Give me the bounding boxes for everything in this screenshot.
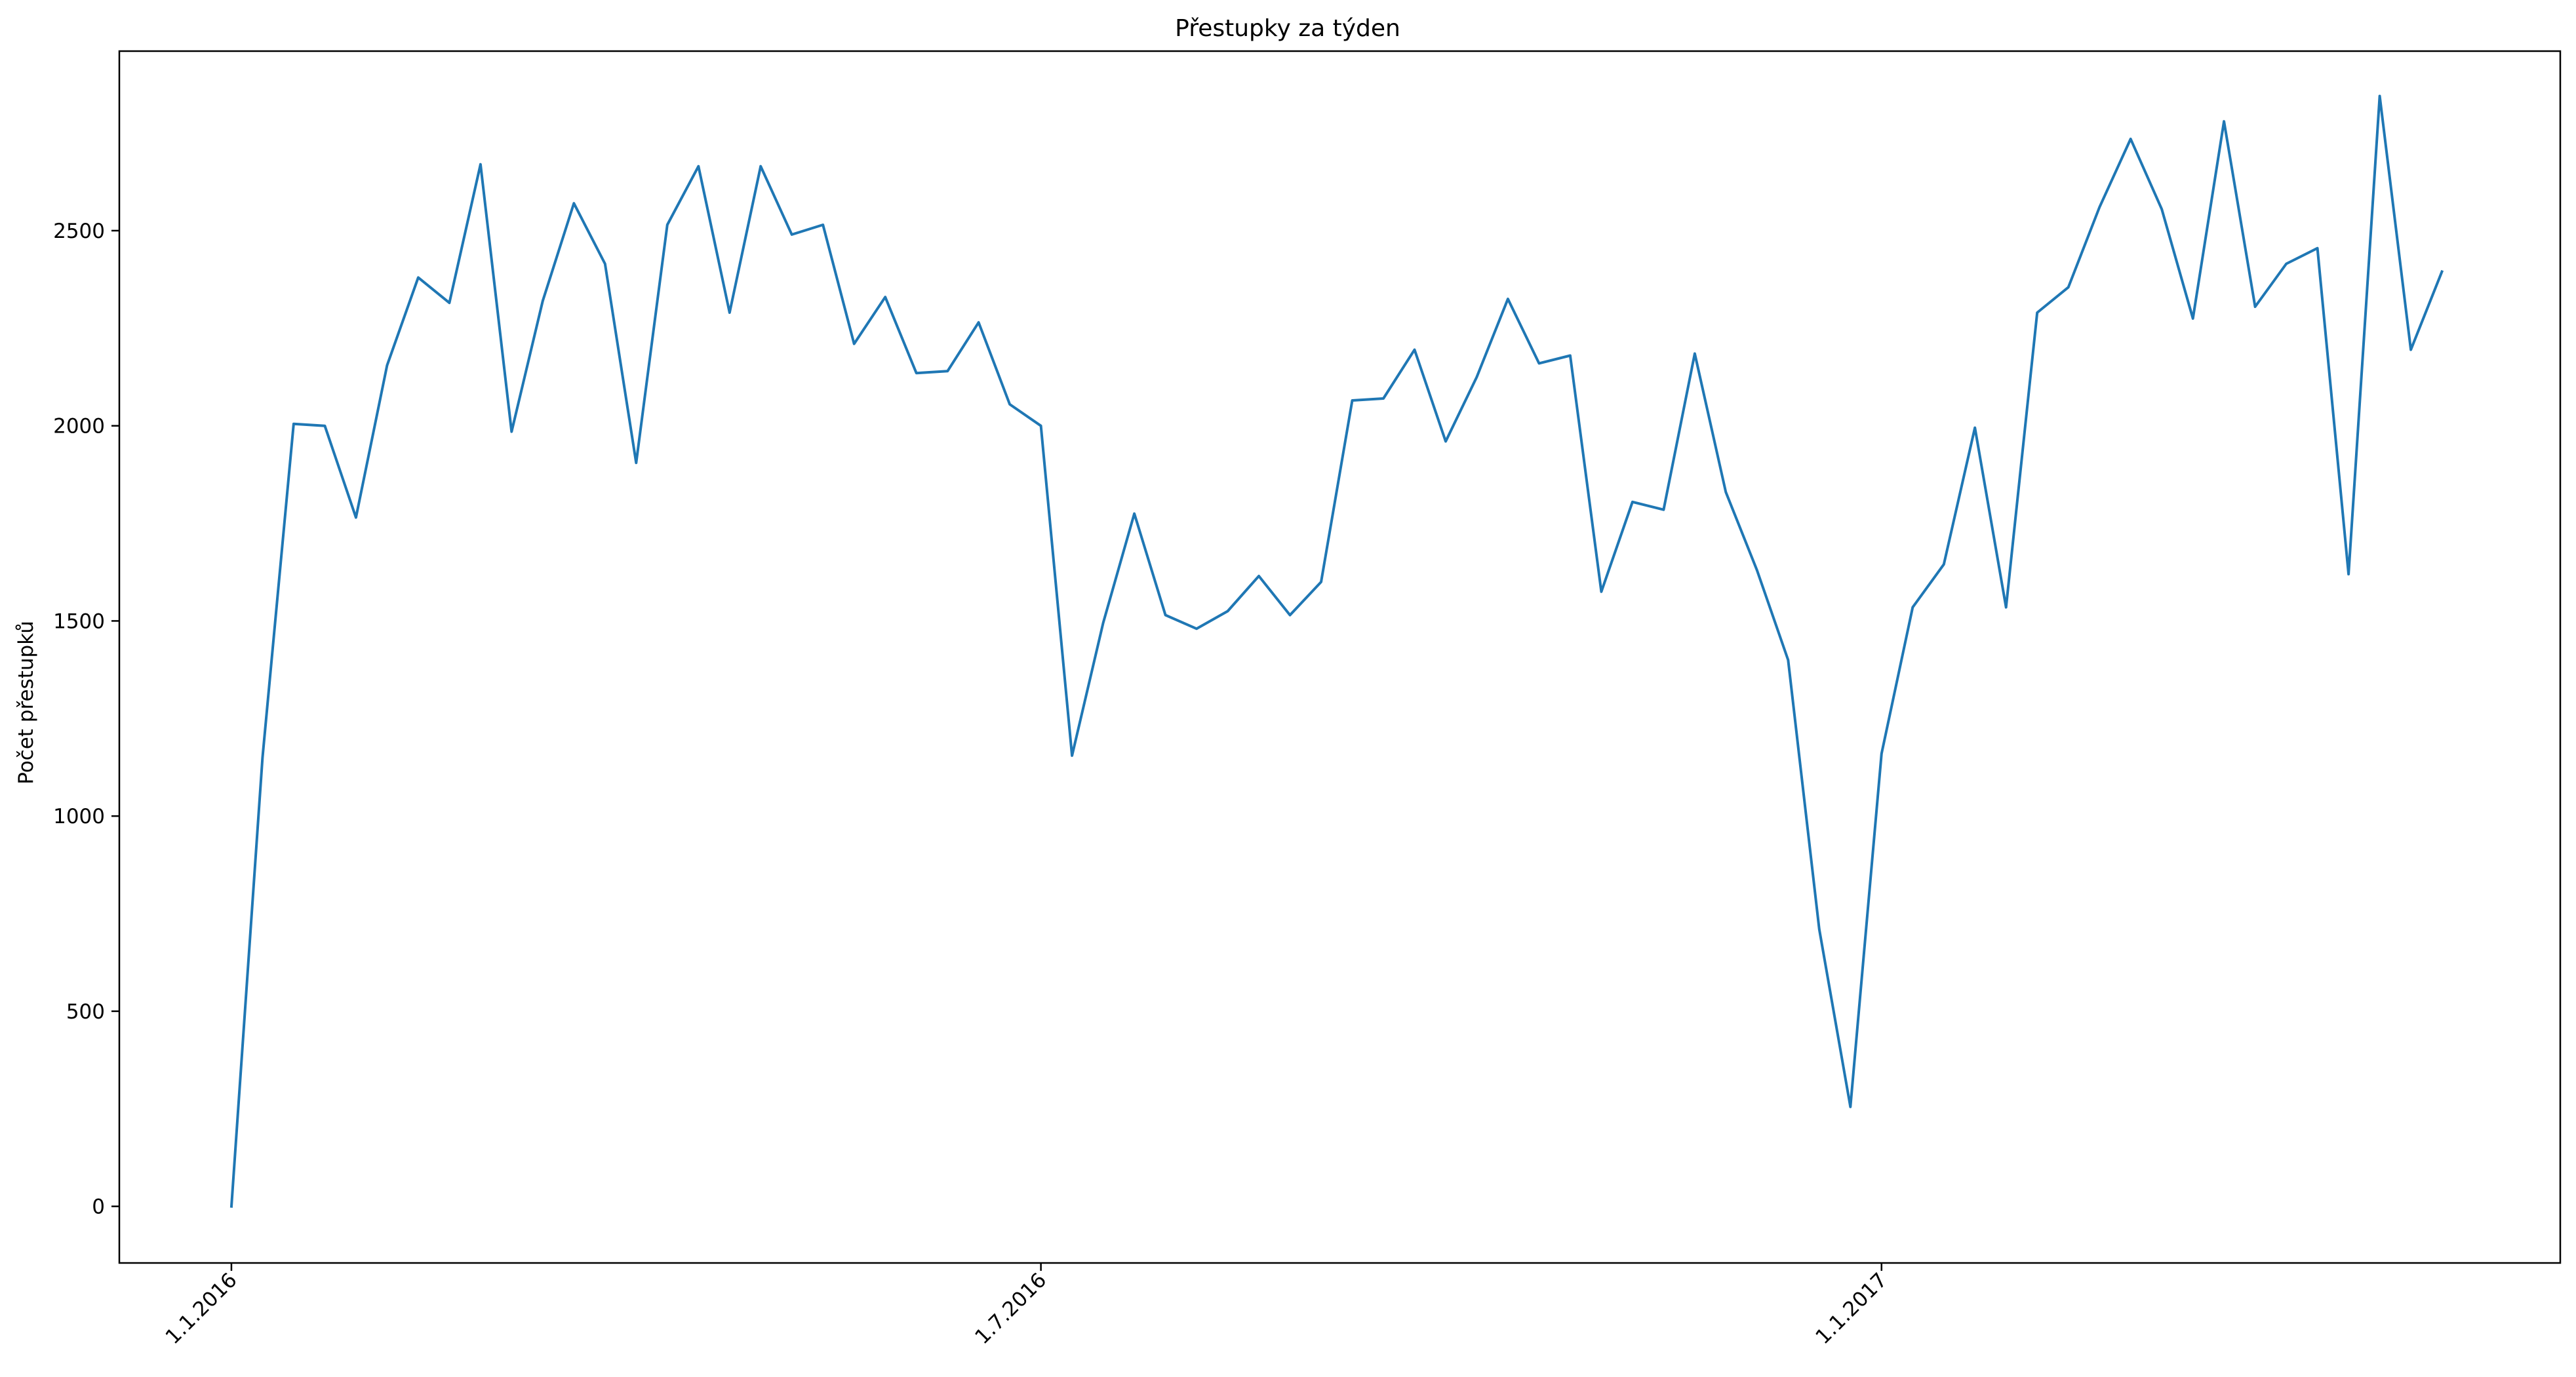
y-tick-label: 2000 (53, 415, 105, 438)
y-tick-label: 2500 (53, 220, 105, 243)
y-tick-label: 1500 (53, 610, 105, 633)
y-tick-label: 1000 (53, 805, 105, 828)
x-tick-label: 1.7.2016 (970, 1268, 1051, 1349)
plot-area (229, 94, 2444, 1208)
y-axis: 0 500 1000 1500 2000 2500 (53, 220, 119, 1219)
x-axis: 1.1.2016 1.7.2016 1.1.2017 (161, 1263, 1892, 1349)
axes-frame (118, 50, 2562, 1264)
chart-title: Přestupky za týden (1175, 15, 1400, 42)
y-tick-label: 500 (66, 1000, 105, 1024)
x-tick-label: 1.1.2016 (161, 1268, 242, 1349)
series-line-0 (229, 94, 2444, 1208)
y-tick-label: 0 (92, 1195, 105, 1219)
y-axis-label: Počet přestupků (14, 621, 38, 785)
x-tick-label: 1.1.2017 (1811, 1268, 1892, 1349)
